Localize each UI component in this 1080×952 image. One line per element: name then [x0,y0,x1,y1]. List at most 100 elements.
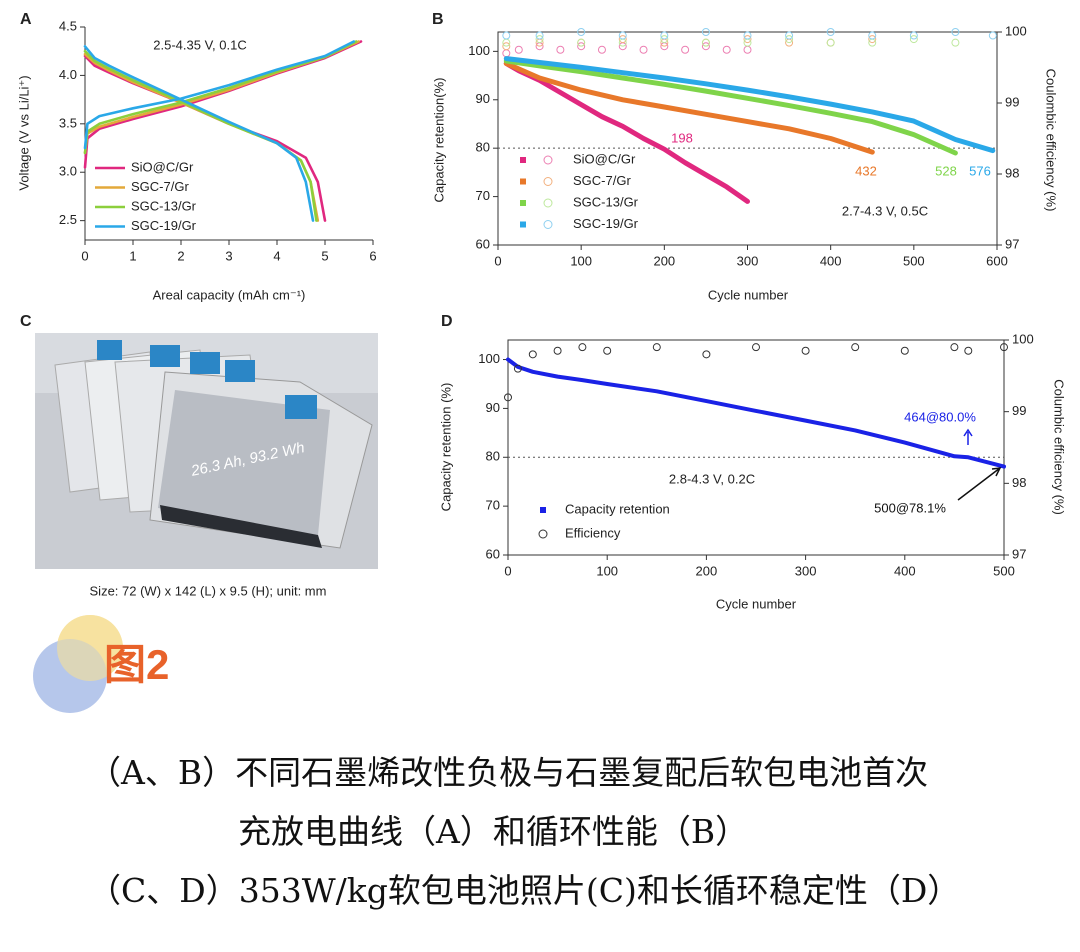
efficiency-point [909,31,918,40]
y-axis-label: Voltage (V vs Li/Li⁺) [16,75,31,190]
y-tick-label: 80 [476,140,490,155]
legend-label: SGC-13/Gr [131,198,197,213]
x-tick-label: 0 [504,563,511,578]
legend-label: SiO@C/Gr [573,151,636,166]
efficiency-point [785,31,794,40]
y-tick-label: 80 [486,449,500,464]
efficiency-point [701,42,710,51]
efficiency-point [652,343,661,352]
x-tick-label: 100 [570,253,592,268]
efficiency-point [900,346,909,355]
y-tick-label: 3.5 [59,115,77,130]
efficiency-point [1000,343,1008,352]
y-tick-label: 4.0 [59,67,77,82]
efficiency-point [535,31,544,40]
legend-label: SiO@C/Gr [131,159,194,174]
y-tick-label: 90 [486,400,500,415]
annotation: 198 [671,130,693,145]
y2-tick-label: 100 [1012,331,1034,346]
efficiency-point [701,38,710,47]
efficiency-point [556,45,565,54]
efficiency-point [964,346,973,355]
chart-panel: B 2.7-4.3 V, 0.5C Cycle number Capacity ret… [431,11,1058,302]
x-axis-label: Cycle number [708,287,789,302]
tab [225,360,255,382]
y-tick-label: 100 [478,351,500,366]
efficiency-point [502,31,511,40]
x-axis-label: Cycle number [716,596,797,611]
panel-letter: A [20,11,32,28]
annotation: 500@78.1% [874,500,946,515]
efficiency-point [752,343,760,352]
x-tick-label: 500 [993,563,1015,578]
x-tick-label: 1 [129,248,136,263]
y-tick-label: 60 [486,546,500,561]
legend-swatch [520,200,526,206]
series-line [83,40,363,222]
y-tick-label: 90 [476,91,490,106]
legend-swatch [543,177,553,186]
legend-swatch [520,221,526,228]
photo: 26.3 Ah, 93.2 Wh [35,333,378,569]
annotation: 432 [855,163,877,178]
efficiency-point [701,28,710,36]
y2-axis-label: Coulombic efficiency (%) [1044,69,1059,212]
caption-line: （A、B）不同石墨烯改性负极与石墨复配后软包电池首次 [88,753,928,792]
efficiency-point [681,45,690,54]
annotation: 528 [935,163,957,178]
y-tick-label: 4.5 [59,18,77,33]
efficiency-point [951,38,960,47]
x-tick-label: 400 [820,253,842,268]
pouch-edge [160,505,322,548]
y2-tick-label: 100 [1005,23,1027,38]
y2-axis-label: Columbic efficiency (%) [1052,379,1067,515]
chart-panel: A 2.5-4.35 V, 0.1C Areal capacity (mAh cm⁻… [16,11,376,302]
y2-tick-label: 99 [1005,94,1019,109]
efficiency-point [868,35,877,44]
legend-label: Efficiency [565,525,621,540]
efficiency-point [514,45,523,54]
efficiency-point [801,346,810,355]
plot-frame [507,339,1005,556]
efficiency-point [702,350,711,359]
legend-label: Capacity retention [565,501,670,516]
efficiency-point [826,28,835,36]
efficiency-point [618,31,627,40]
y-tick-label: 3.0 [59,164,77,179]
efficiency-point [597,45,606,54]
x-tick-label: 200 [696,563,718,578]
efficiency-point [950,343,959,352]
series-line [503,56,996,154]
legend-swatch [520,157,526,163]
legend-label: SGC-13/Gr [573,194,639,209]
y2-tick-label: 97 [1005,236,1019,251]
y2-tick-label: 98 [1005,165,1019,180]
condition-label: 2.5-4.35 V, 0.1C [153,37,246,52]
x-axis-label: Areal capacity (mAh cm⁻¹) [153,287,306,302]
efficiency-point [909,35,918,44]
annotation: 576 [969,163,991,178]
efficiency-point [660,35,669,44]
legend-swatch [540,507,546,513]
efficiency-point [743,31,752,40]
legend-label: SGC-7/Gr [131,179,189,194]
efficiency-point [577,42,586,51]
chart-panel: D 2.8-4.3 V, 0.2C Cycle number Capacity ret… [438,313,1066,611]
x-tick-label: 600 [986,253,1008,268]
y-tick-label: 70 [476,188,490,203]
figure-label: 图2 [104,641,169,688]
condition-label: 2.7-4.3 V, 0.5C [842,203,928,218]
efficiency-point [535,35,544,44]
tab [190,352,220,374]
y-axis-label: Capacity retention(%) [431,78,446,203]
x-tick-label: 200 [653,253,675,268]
y-tick-label: 100 [468,43,490,58]
efficiency-point [660,31,669,40]
efficiency-point [528,350,537,359]
caption-line: （C、D）353W/kg软包电池照片(C)和长循环稳定性（D） [88,871,960,910]
x-tick-label: 300 [737,253,759,268]
legend-label: SGC-19/Gr [131,218,197,233]
y2-tick-label: 98 [1012,475,1026,490]
caption-line: 充放电曲线（A）和循环性能（B） [238,812,748,851]
efficiency-point [603,346,612,355]
